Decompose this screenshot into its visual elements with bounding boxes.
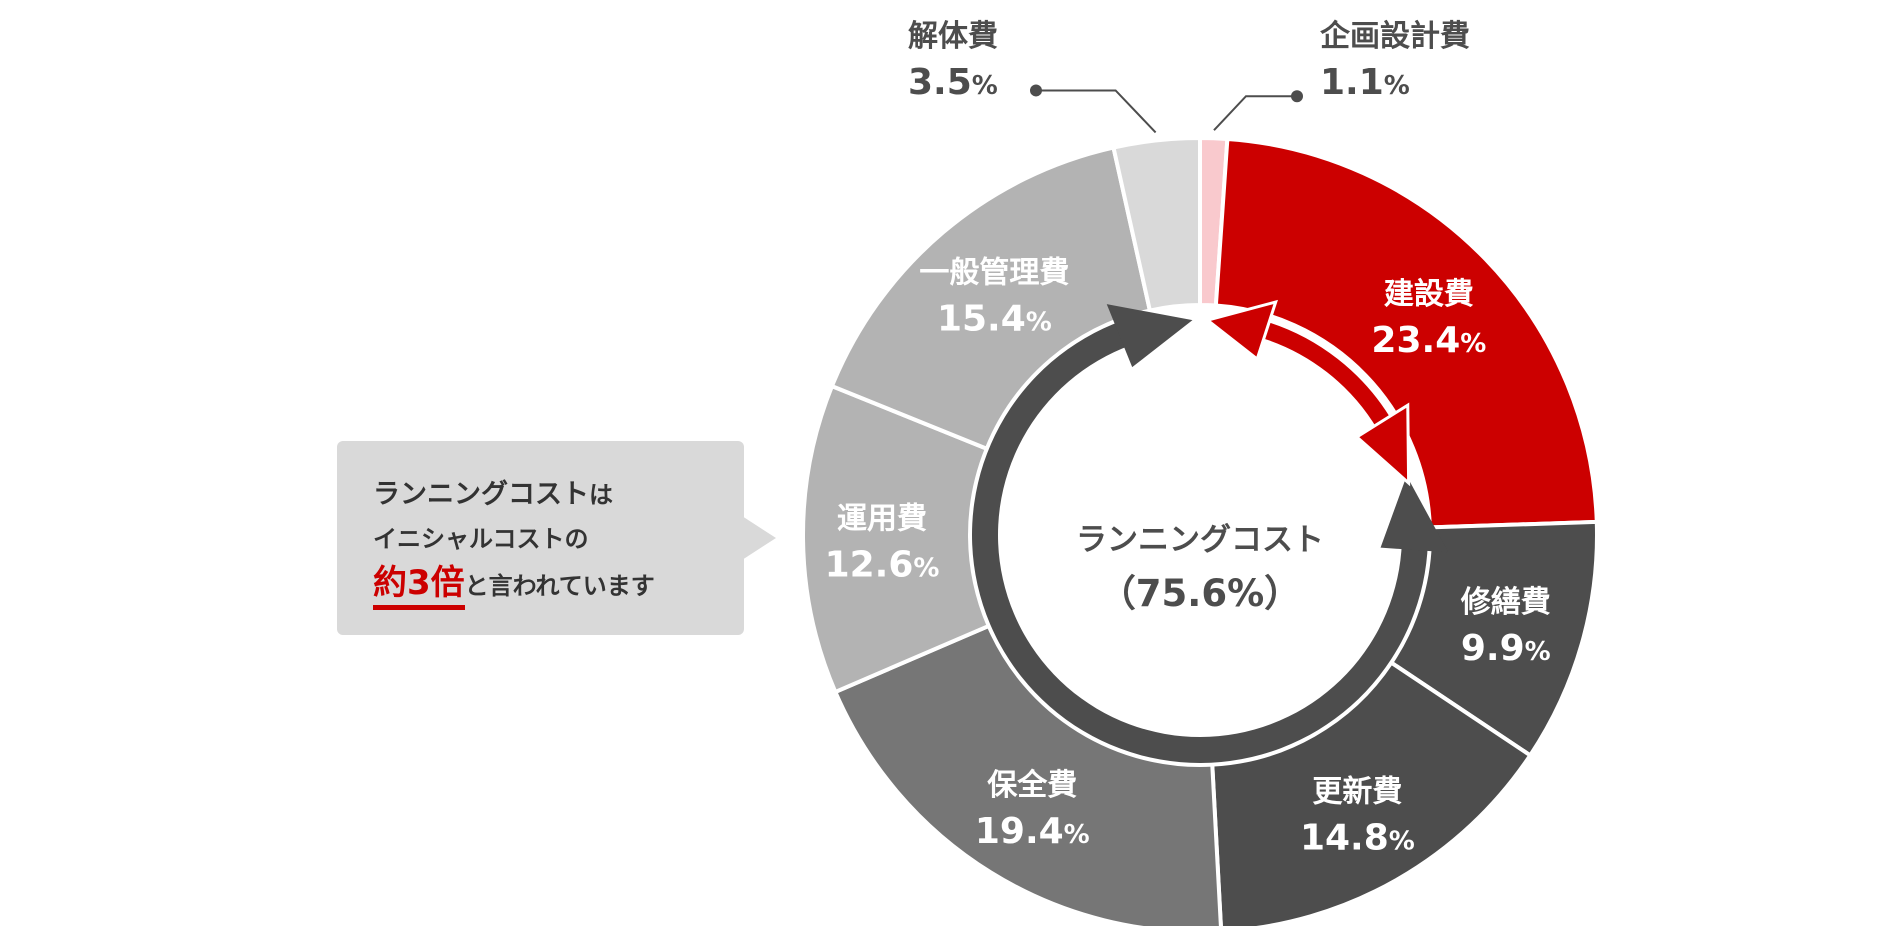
segment-value-1: 1.1% <box>1320 62 1410 103</box>
initial-cost-arrowhead-top <box>1204 299 1278 362</box>
center-label: ランニングコスト <box>1076 522 1324 558</box>
segment-label-3: 修繕費 <box>1460 585 1551 620</box>
percent-unit: % <box>1384 71 1410 101</box>
percent-unit: % <box>1389 826 1415 856</box>
callout-pointer <box>742 516 776 560</box>
segment-label-1: 企画設計費 <box>1320 19 1470 54</box>
segment-value-8: 3.5% <box>908 62 998 103</box>
callout-line-2: イニシャルコストの <box>373 525 589 553</box>
running-cost-arrowhead-start <box>1380 475 1449 553</box>
initial-cost-arrowhead-bottom <box>1354 402 1411 487</box>
callout-line-3: 約3倍と言われています <box>373 561 655 610</box>
callout-particle: は <box>589 481 613 509</box>
percent-unit: % <box>972 71 998 101</box>
callout-line-3-rest: と言われています <box>464 572 655 600</box>
donut-segment-7 <box>829 145 1153 452</box>
segment-value-4: 14.8% <box>1300 817 1415 858</box>
leader-line-1 <box>1213 95 1297 131</box>
donut-segment-4 <box>1210 659 1533 926</box>
percent-unit: % <box>913 553 939 583</box>
cycle-arrows <box>972 299 1449 763</box>
percent-unit: % <box>1026 307 1052 337</box>
percent-unit: % <box>1460 329 1486 359</box>
percent-unit: % <box>1064 820 1090 850</box>
donut-segment-2 <box>1213 136 1599 530</box>
donut-segment-8 <box>1111 135 1202 313</box>
center-value: （75.6%） <box>1099 572 1301 615</box>
donut-segment-5 <box>832 623 1223 926</box>
callout-running-cost: ランニングコスト <box>373 479 589 510</box>
segment-value-5: 19.4% <box>975 811 1090 852</box>
callout-box: ランニングコストは イニシャルコストの 約3倍と言われています <box>337 441 744 635</box>
callout-text: ランニングコストは イニシャルコストの 約3倍と言われています <box>373 473 655 610</box>
leader-line-8 <box>1036 89 1157 134</box>
segment-value-7: 15.4% <box>937 298 1052 339</box>
segment-labels: 建設費23.4%修繕費9.9%更新費14.8%保全費19.4%運用費12.6%一… <box>825 19 1551 858</box>
segment-label-6: 運用費 <box>837 501 927 536</box>
callout-highlight: 約3倍 <box>373 563 465 610</box>
running-cost-arrowhead <box>1106 304 1193 368</box>
callout-line-1: ランニングコストは <box>373 473 655 517</box>
segment-label-5: 保全費 <box>987 768 1077 803</box>
donut-segments <box>801 135 1599 926</box>
segment-label-4: 更新費 <box>1312 774 1402 809</box>
segment-label-8: 解体費 <box>908 19 998 54</box>
percent-unit: % <box>1525 637 1551 667</box>
segment-label-7: 一般管理費 <box>919 255 1069 290</box>
segment-label-2: 建設費 <box>1384 277 1474 312</box>
leader-dot-8 <box>1030 84 1042 97</box>
leader-dot-1 <box>1291 90 1303 103</box>
